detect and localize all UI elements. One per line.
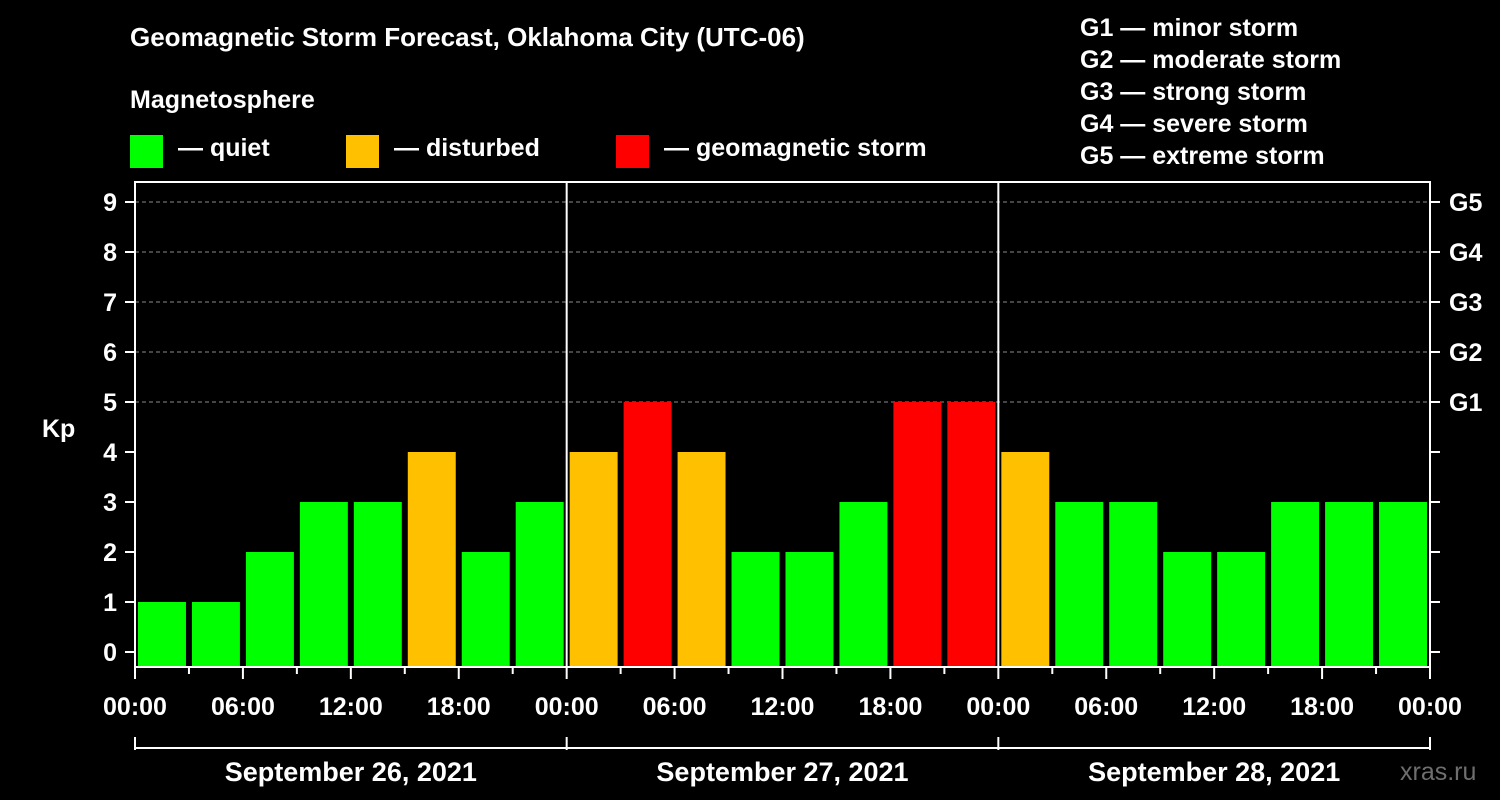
x-tick-label: 00:00 — [966, 693, 1030, 721]
x-tick-label: 12:00 — [1182, 693, 1246, 721]
kp-bar — [1001, 452, 1050, 667]
x-tick-label: 18:00 — [858, 693, 922, 721]
kp-bar — [1325, 502, 1374, 667]
y-tick-label: 4 — [103, 439, 117, 467]
kp-bar — [785, 552, 834, 667]
kp-bar — [515, 502, 564, 667]
y-tick-label: 1 — [103, 589, 117, 617]
kp-bar — [677, 452, 726, 667]
kp-bar — [1379, 502, 1427, 667]
kp-bar — [839, 502, 888, 667]
x-tick-label: 18:00 — [1290, 693, 1354, 721]
x-tick-label: 06:00 — [211, 693, 275, 721]
y-tick-label: 8 — [103, 239, 117, 267]
kp-bar — [1217, 552, 1266, 667]
y-tick-label: 5 — [103, 389, 117, 417]
kp-bar — [569, 452, 618, 667]
kp-bar — [1271, 502, 1320, 667]
x-tick-label: 18:00 — [427, 693, 491, 721]
x-tick-label: 06:00 — [1074, 693, 1138, 721]
x-tick-label: 00:00 — [535, 693, 599, 721]
x-tick-label: 00:00 — [103, 693, 167, 721]
day-label: September 26, 2021 — [225, 757, 477, 787]
y-tick-label: 0 — [103, 639, 117, 667]
legend-heading: Magnetosphere — [130, 86, 315, 114]
legend-swatch-disturbed — [346, 135, 379, 168]
storm-level-label: G1 — [1449, 389, 1482, 417]
x-tick-label: 12:00 — [319, 693, 383, 721]
kp-bar — [1055, 502, 1104, 667]
kp-bar — [461, 552, 510, 667]
day-label: September 27, 2021 — [656, 757, 908, 787]
kp-bar — [299, 502, 348, 667]
storm-level-label: G3 — [1449, 289, 1482, 317]
scale-legend-g2: G2 — moderate storm — [1080, 46, 1342, 74]
y-tick-label: 7 — [103, 289, 117, 317]
kp-bar — [1109, 502, 1158, 667]
kp-bar — [191, 602, 240, 667]
legend-label-disturbed: — disturbed — [394, 134, 540, 162]
y-tick-label: 9 — [103, 189, 117, 217]
storm-level-label: G4 — [1449, 239, 1482, 267]
legend-swatch-quiet — [130, 135, 163, 168]
storm-level-label: G2 — [1449, 339, 1482, 367]
kp-bar — [138, 602, 186, 667]
kp-bar — [947, 402, 996, 667]
kp-bar — [1163, 552, 1212, 667]
kp-bar — [353, 502, 402, 667]
scale-legend-g4: G4 — severe storm — [1080, 110, 1308, 138]
y-tick-label: 3 — [103, 489, 117, 517]
kp-bar — [731, 552, 780, 667]
kp-bar — [245, 552, 294, 667]
kp-bar — [893, 402, 942, 667]
x-tick-label: 00:00 — [1398, 693, 1462, 721]
brand-watermark: xras.ru — [1400, 758, 1477, 786]
kp-bar — [623, 402, 672, 667]
x-tick-label: 06:00 — [643, 693, 707, 721]
y-tick-label: 2 — [103, 539, 117, 567]
chart-title: Geomagnetic Storm Forecast, Oklahoma Cit… — [130, 22, 805, 52]
kp-bar — [407, 452, 456, 667]
storm-level-label: G5 — [1449, 189, 1482, 217]
legend-label-storm: — geomagnetic storm — [664, 134, 927, 162]
y-axis-label: Kp — [42, 415, 75, 443]
scale-legend-g5: G5 — extreme storm — [1080, 142, 1325, 170]
scale-legend-g3: G3 — strong storm — [1080, 78, 1307, 106]
scale-legend-g1: G1 — minor storm — [1080, 14, 1299, 42]
legend-label-quiet: — quiet — [178, 134, 270, 162]
y-tick-label: 6 — [103, 339, 117, 367]
x-tick-label: 12:00 — [751, 693, 815, 721]
legend-swatch-storm — [616, 135, 649, 168]
day-label: September 28, 2021 — [1088, 757, 1340, 787]
